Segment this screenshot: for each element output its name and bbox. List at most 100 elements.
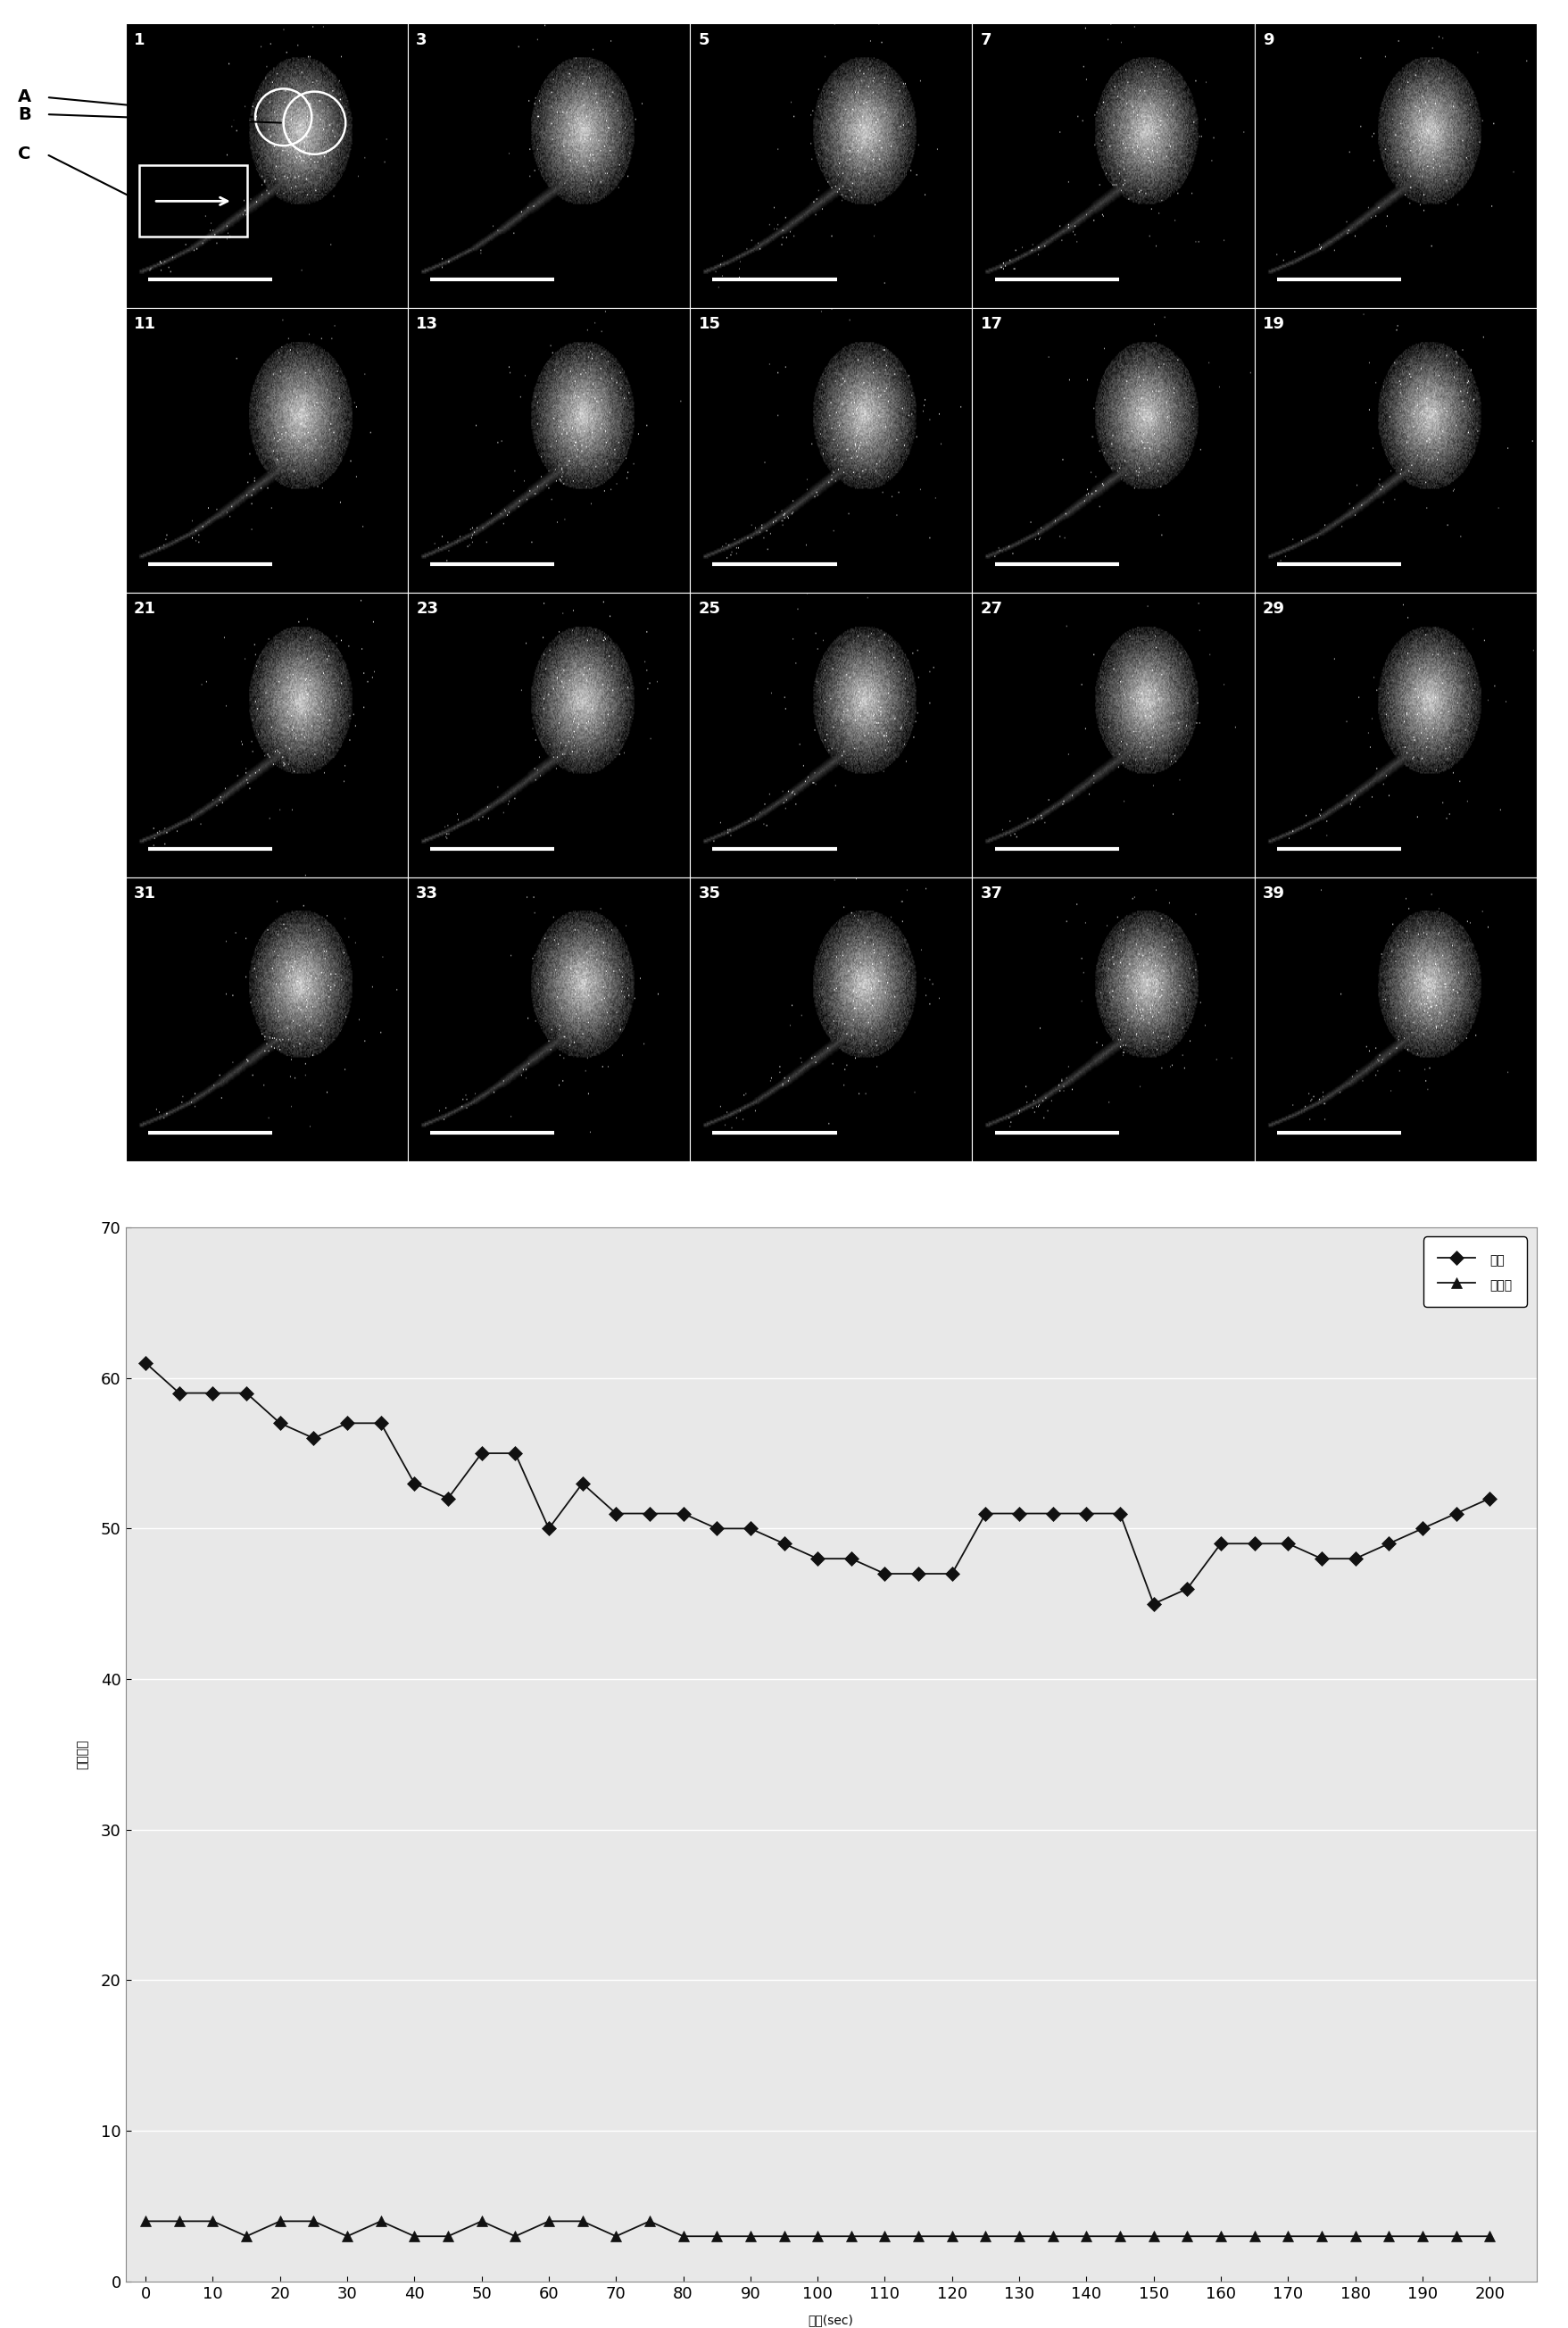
- 顶端: [1245, 1529, 1264, 1557]
- 近顶端: [1110, 2223, 1129, 2251]
- Text: 7: 7: [980, 33, 993, 49]
- 顶端: [1212, 1529, 1231, 1557]
- 近顶端: [439, 2223, 458, 2251]
- X-axis label: 时间(sec): 时间(sec): [809, 2314, 853, 2326]
- 顶端: [808, 1546, 826, 1574]
- 顶端: [539, 1516, 558, 1543]
- Text: 1: 1: [133, 33, 146, 49]
- 顶端: [304, 1425, 323, 1453]
- 近顶端: [1145, 2223, 1163, 2251]
- 近顶端: [707, 2223, 726, 2251]
- 顶端: [775, 1529, 793, 1557]
- Bar: [140, 165, 246, 237]
- 近顶端: [875, 2223, 894, 2251]
- 顶端: [640, 1499, 659, 1527]
- 顶端: [572, 1469, 591, 1497]
- 顶端: [1077, 1499, 1096, 1527]
- 顶端: [842, 1546, 861, 1574]
- 顶端: [1480, 1485, 1499, 1513]
- 近顶端: [1278, 2223, 1297, 2251]
- 顶端: [136, 1348, 155, 1376]
- 顶端: [439, 1485, 458, 1513]
- Text: 35: 35: [698, 885, 721, 901]
- Text: A: A: [19, 88, 31, 105]
- 近顶端: [775, 2223, 793, 2251]
- 近顶端: [842, 2223, 861, 2251]
- Text: 9: 9: [1262, 33, 1275, 49]
- 近顶端: [572, 2207, 591, 2235]
- 顶端: [875, 1560, 894, 1588]
- Text: 3: 3: [416, 33, 428, 49]
- 顶端: [942, 1560, 961, 1588]
- 近顶端: [1043, 2223, 1062, 2251]
- 近顶端: [808, 2223, 826, 2251]
- 顶端: [742, 1516, 760, 1543]
- 顶端: [372, 1408, 390, 1436]
- 顶端: [472, 1439, 491, 1467]
- Text: 29: 29: [1262, 601, 1286, 617]
- Text: B: B: [19, 105, 31, 123]
- Text: 5: 5: [698, 33, 710, 49]
- 顶端: [1278, 1529, 1297, 1557]
- 顶端: [169, 1378, 188, 1406]
- 近顶端: [1312, 2223, 1331, 2251]
- 近顶端: [607, 2223, 626, 2251]
- 顶端: [1345, 1546, 1364, 1574]
- Line: 顶端: 顶端: [141, 1357, 1494, 1609]
- 近顶端: [1480, 2223, 1499, 2251]
- Text: 33: 33: [416, 885, 439, 901]
- Text: 21: 21: [133, 601, 157, 617]
- 近顶端: [1178, 2223, 1196, 2251]
- 近顶端: [405, 2223, 423, 2251]
- 顶端: [1043, 1499, 1062, 1527]
- Legend: 顶端, 近顶端: 顶端, 近顶端: [1424, 1236, 1527, 1306]
- 顶端: [204, 1378, 223, 1406]
- 近顶端: [337, 2223, 356, 2251]
- 顶端: [1010, 1499, 1029, 1527]
- Text: 31: 31: [133, 885, 157, 901]
- Line: 近顶端: 近顶端: [140, 2216, 1496, 2242]
- Text: 37: 37: [980, 885, 1004, 901]
- 近顶端: [1245, 2223, 1264, 2251]
- Text: 19: 19: [1262, 317, 1286, 333]
- 近顶端: [539, 2207, 558, 2235]
- 顶端: [1110, 1499, 1129, 1527]
- 近顶端: [742, 2223, 760, 2251]
- 顶端: [1447, 1499, 1466, 1527]
- 近顶端: [640, 2207, 659, 2235]
- Text: 27: 27: [980, 601, 1004, 617]
- 顶端: [707, 1516, 726, 1543]
- 近顶端: [909, 2223, 928, 2251]
- 顶端: [1380, 1529, 1399, 1557]
- 近顶端: [237, 2223, 256, 2251]
- 顶端: [271, 1408, 290, 1436]
- 顶端: [237, 1378, 256, 1406]
- 顶端: [506, 1439, 525, 1467]
- 顶端: [337, 1408, 356, 1436]
- 近顶端: [1212, 2223, 1231, 2251]
- 近顶端: [1413, 2223, 1432, 2251]
- 近顶端: [506, 2223, 525, 2251]
- 近顶端: [1010, 2223, 1029, 2251]
- 近顶端: [977, 2223, 996, 2251]
- 近顶端: [674, 2223, 693, 2251]
- 顶端: [1312, 1546, 1331, 1574]
- 顶端: [909, 1560, 928, 1588]
- 近顶端: [304, 2207, 323, 2235]
- 近顶端: [1077, 2223, 1096, 2251]
- 近顶端: [1345, 2223, 1364, 2251]
- 顶端: [977, 1499, 996, 1527]
- 近顶端: [1447, 2223, 1466, 2251]
- Text: 13: 13: [416, 317, 439, 333]
- Text: 39: 39: [1262, 885, 1286, 901]
- 顶端: [1413, 1516, 1432, 1543]
- 顶端: [1178, 1574, 1196, 1602]
- Text: 17: 17: [980, 317, 1004, 333]
- 顶端: [1145, 1590, 1163, 1618]
- Text: 15: 15: [698, 317, 721, 333]
- 近顶端: [942, 2223, 961, 2251]
- Text: 25: 25: [698, 601, 721, 617]
- 近顶端: [1380, 2223, 1399, 2251]
- 近顶端: [372, 2207, 390, 2235]
- 顶端: [405, 1469, 423, 1497]
